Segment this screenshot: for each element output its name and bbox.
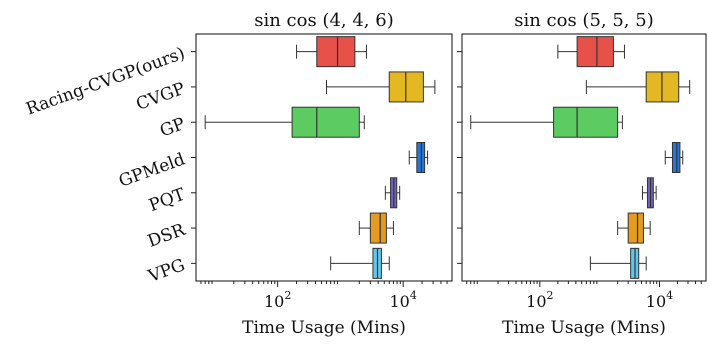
tick-base: 10 (264, 292, 284, 311)
box-DSR (369, 212, 387, 244)
x-axis-label: Time Usage (Mins) (502, 318, 666, 338)
tick-exponent: 2 (547, 289, 554, 302)
box-GP (291, 106, 360, 138)
tick-exponent: 4 (666, 289, 673, 302)
category-label: PQT (146, 184, 188, 216)
box-GP (553, 106, 619, 138)
category-label: CVGP (134, 79, 188, 115)
chart-title: sin cos (4, 4, 6) (254, 10, 393, 31)
tick-base: 10 (389, 292, 409, 311)
category-label: GP (157, 114, 187, 141)
category-label: VPG (145, 255, 188, 287)
box-GPMeld (671, 142, 681, 173)
x-tick-label: 104 (646, 289, 673, 311)
category-label: DSR (145, 220, 189, 252)
box-Racing-CVGP(ours) (576, 36, 614, 68)
box-Racing-CVGP(ours) (316, 36, 356, 68)
tick-base: 10 (646, 292, 666, 311)
tick-exponent: 4 (410, 289, 417, 302)
chart-title: sin cos (5, 5, 5) (514, 10, 653, 31)
tick-base: 10 (526, 292, 546, 311)
box-DSR (627, 212, 644, 244)
category-label: Racing-CVGP(ours) (24, 44, 188, 120)
x-tick-label: 102 (264, 289, 291, 311)
x-tick-label: 102 (526, 289, 553, 311)
tick-exponent: 2 (284, 289, 291, 302)
box-GPMeld (416, 142, 426, 173)
x-tick-label: 104 (389, 289, 416, 311)
x-axis-label: Time Usage (Mins) (242, 318, 406, 338)
